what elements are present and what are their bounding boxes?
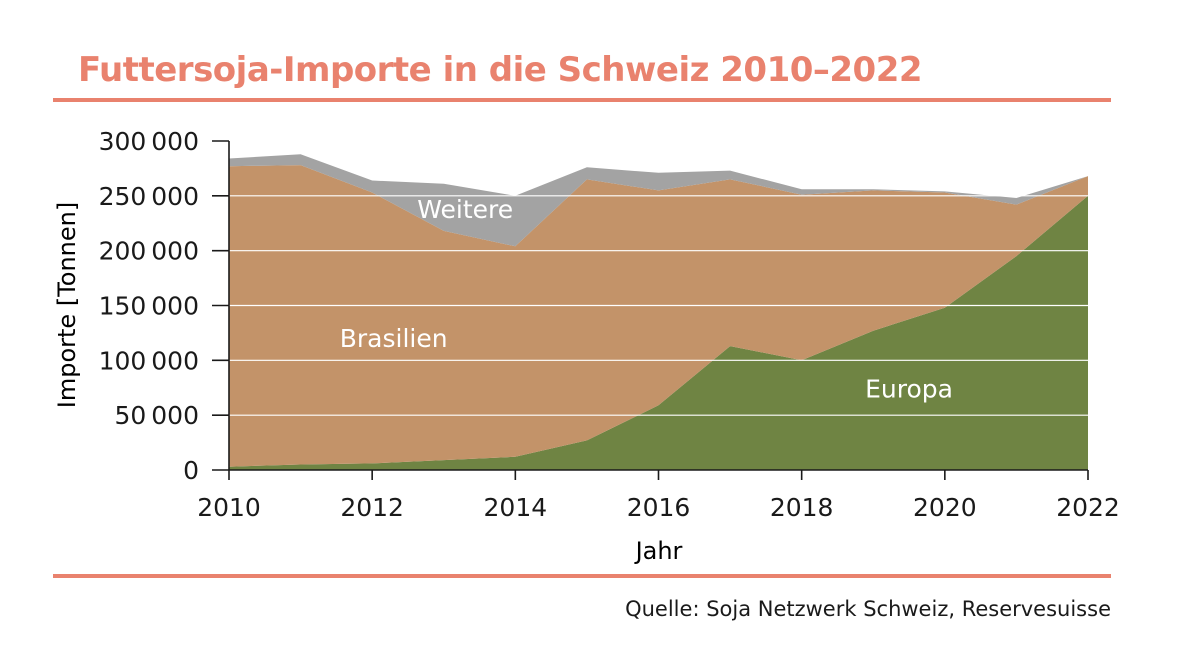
source-note: Quelle: Soja Netzwerk Schweiz, Reservesu… (625, 597, 1111, 621)
chart: 0 50 000 100 000 150 000 200 000 250 000 300 0… (0, 0, 1195, 647)
y-tick-label: 250 000 (99, 182, 199, 211)
y-axis-label: Importe [Tonnen] (53, 202, 81, 408)
y-tick-label: 50 000 (114, 401, 199, 430)
x-axis-label: Jahr (634, 537, 683, 565)
y-tick-label: 0 (183, 456, 199, 485)
x-tick-label: 2012 (340, 493, 404, 522)
series-label-europa: Europa (865, 375, 953, 404)
bottom-rule (53, 574, 1111, 578)
x-tick-label: 2010 (197, 493, 261, 522)
x-tick-label: 2020 (913, 493, 977, 522)
x-tick-label: 2022 (1056, 493, 1120, 522)
area-layers (229, 154, 1088, 470)
x-tick-label: 2018 (770, 493, 834, 522)
y-tick-label: 150 000 (99, 292, 199, 321)
y-tick-label: 100 000 (99, 346, 199, 375)
x-tick-label: 2014 (484, 493, 548, 522)
y-tick-label: 200 000 (99, 237, 199, 266)
series-label-weitere: Weitere (417, 195, 513, 224)
y-tick-label: 300 000 (99, 127, 199, 156)
series-label-brasilien: Brasilien (340, 324, 448, 353)
x-tick-label: 2016 (627, 493, 691, 522)
